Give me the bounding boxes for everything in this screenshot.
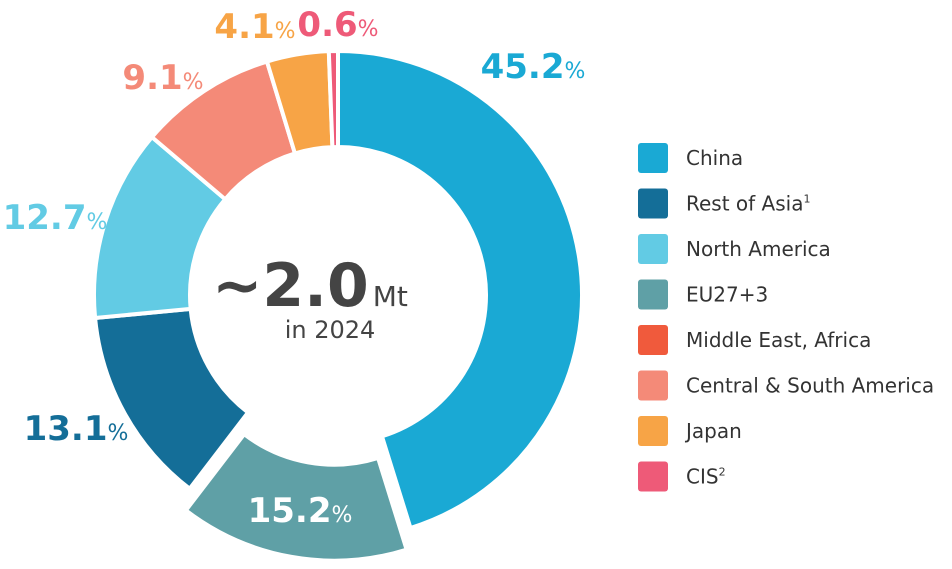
value-label: 0.6%: [297, 5, 378, 45]
legend-swatch: [638, 416, 668, 446]
center-note: in 2024: [285, 316, 376, 344]
value-label: 45.2%: [481, 47, 586, 87]
legend-note: 1: [803, 193, 810, 206]
value-label: 12.7%: [3, 198, 108, 238]
value-unit: %: [183, 70, 204, 95]
legend-name: Rest of Asia: [686, 192, 803, 216]
donut: [92, 48, 584, 563]
legend-label: North America: [686, 237, 831, 261]
value-unit: %: [86, 210, 107, 235]
value-number: 13.1: [24, 409, 108, 449]
legend-label: Japan: [684, 419, 742, 443]
value-unit: %: [358, 17, 379, 42]
value-number: 15.2: [248, 491, 332, 531]
slice: [183, 431, 410, 563]
value-label: 9.1%: [122, 58, 203, 98]
value-label: 4.1%: [214, 7, 295, 47]
value-number: 4.1: [214, 7, 274, 47]
legend-swatch: [638, 188, 668, 219]
slice: [326, 48, 340, 150]
legend-label: China: [686, 146, 743, 170]
legend-name: Middle East, Africa: [686, 328, 871, 352]
legend-name: EU27+3: [686, 283, 768, 307]
legend-swatch: [638, 279, 668, 310]
value-number: 0.6: [297, 5, 357, 45]
legend-name: CIS: [686, 465, 719, 489]
legend-label: Rest of Asia1: [686, 192, 810, 216]
value-unit: %: [275, 19, 296, 44]
legend: China Rest of Asia1 North America EU27+3 Mid…: [638, 143, 934, 492]
value-unit: %: [564, 59, 585, 84]
legend-label: CIS2: [686, 465, 726, 489]
legend-swatch: [638, 143, 668, 173]
legend-name: North America: [686, 237, 831, 261]
legend-note: 2: [719, 466, 726, 479]
legend-name: Central & South America: [686, 374, 934, 398]
legend-swatch: [638, 370, 668, 401]
center-unit: Mt: [373, 280, 408, 313]
value-unit: %: [331, 503, 352, 528]
legend-name: China: [686, 146, 743, 170]
value-number: 12.7: [3, 198, 87, 238]
value-labels: 45.2%15.2%13.1%12.7%9.1%4.1% 0.6%: [3, 5, 586, 531]
value-number: 45.2: [481, 47, 565, 87]
value-number: 9.1: [122, 58, 182, 98]
legend-label: Middle East, Africa: [686, 328, 871, 352]
value-label: 13.1%: [24, 409, 129, 449]
legend-name: Japan: [684, 419, 742, 443]
legend-label: Central & South America: [686, 374, 934, 398]
legend-label: EU27+3: [686, 283, 768, 307]
value-label: 15.2%: [248, 491, 353, 531]
legend-swatch: [638, 325, 668, 355]
center-value: ~2.0: [212, 251, 369, 321]
legend-swatch: [638, 234, 668, 264]
value-unit: %: [107, 421, 128, 446]
slice: [336, 48, 584, 531]
legend-swatch: [638, 461, 668, 492]
center-label: ~2.0 Mt: [212, 251, 408, 321]
